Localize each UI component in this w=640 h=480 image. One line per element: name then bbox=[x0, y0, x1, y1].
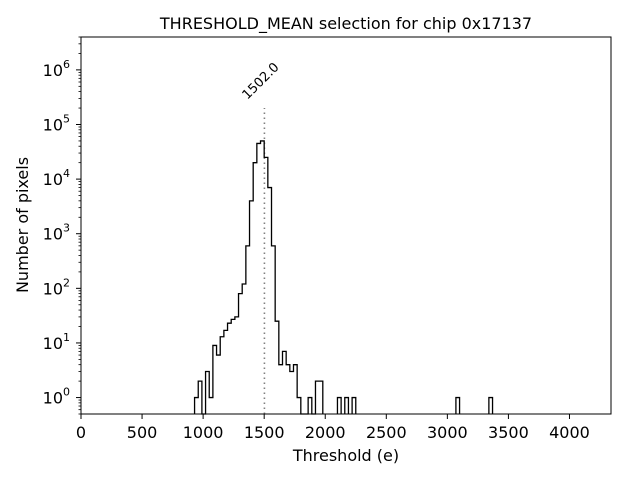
x-tick-label: 2000 bbox=[305, 423, 346, 442]
x-tick-label: 3000 bbox=[427, 423, 468, 442]
x-axis-ticks: 0 500 1000 1500 2000 2500 3000 3500 4000 bbox=[76, 414, 590, 442]
chart-title: THRESHOLD_MEAN selection for chip 0x1713… bbox=[159, 14, 532, 34]
x-tick-label: 3500 bbox=[488, 423, 529, 442]
x-tick-label: 500 bbox=[127, 423, 158, 442]
x-axis-label: Threshold (e) bbox=[292, 446, 399, 465]
x-tick-label: 2500 bbox=[366, 423, 407, 442]
y-axis-label: Number of pixels bbox=[13, 157, 32, 293]
x-tick-label: 1000 bbox=[183, 423, 224, 442]
x-tick-label: 4000 bbox=[549, 423, 590, 442]
histogram-step-outline bbox=[193, 140, 494, 415]
x-tick-label: 0 bbox=[76, 423, 86, 442]
x-tick-label: 1500 bbox=[244, 423, 285, 442]
plot-area-frame bbox=[80, 36, 612, 415]
